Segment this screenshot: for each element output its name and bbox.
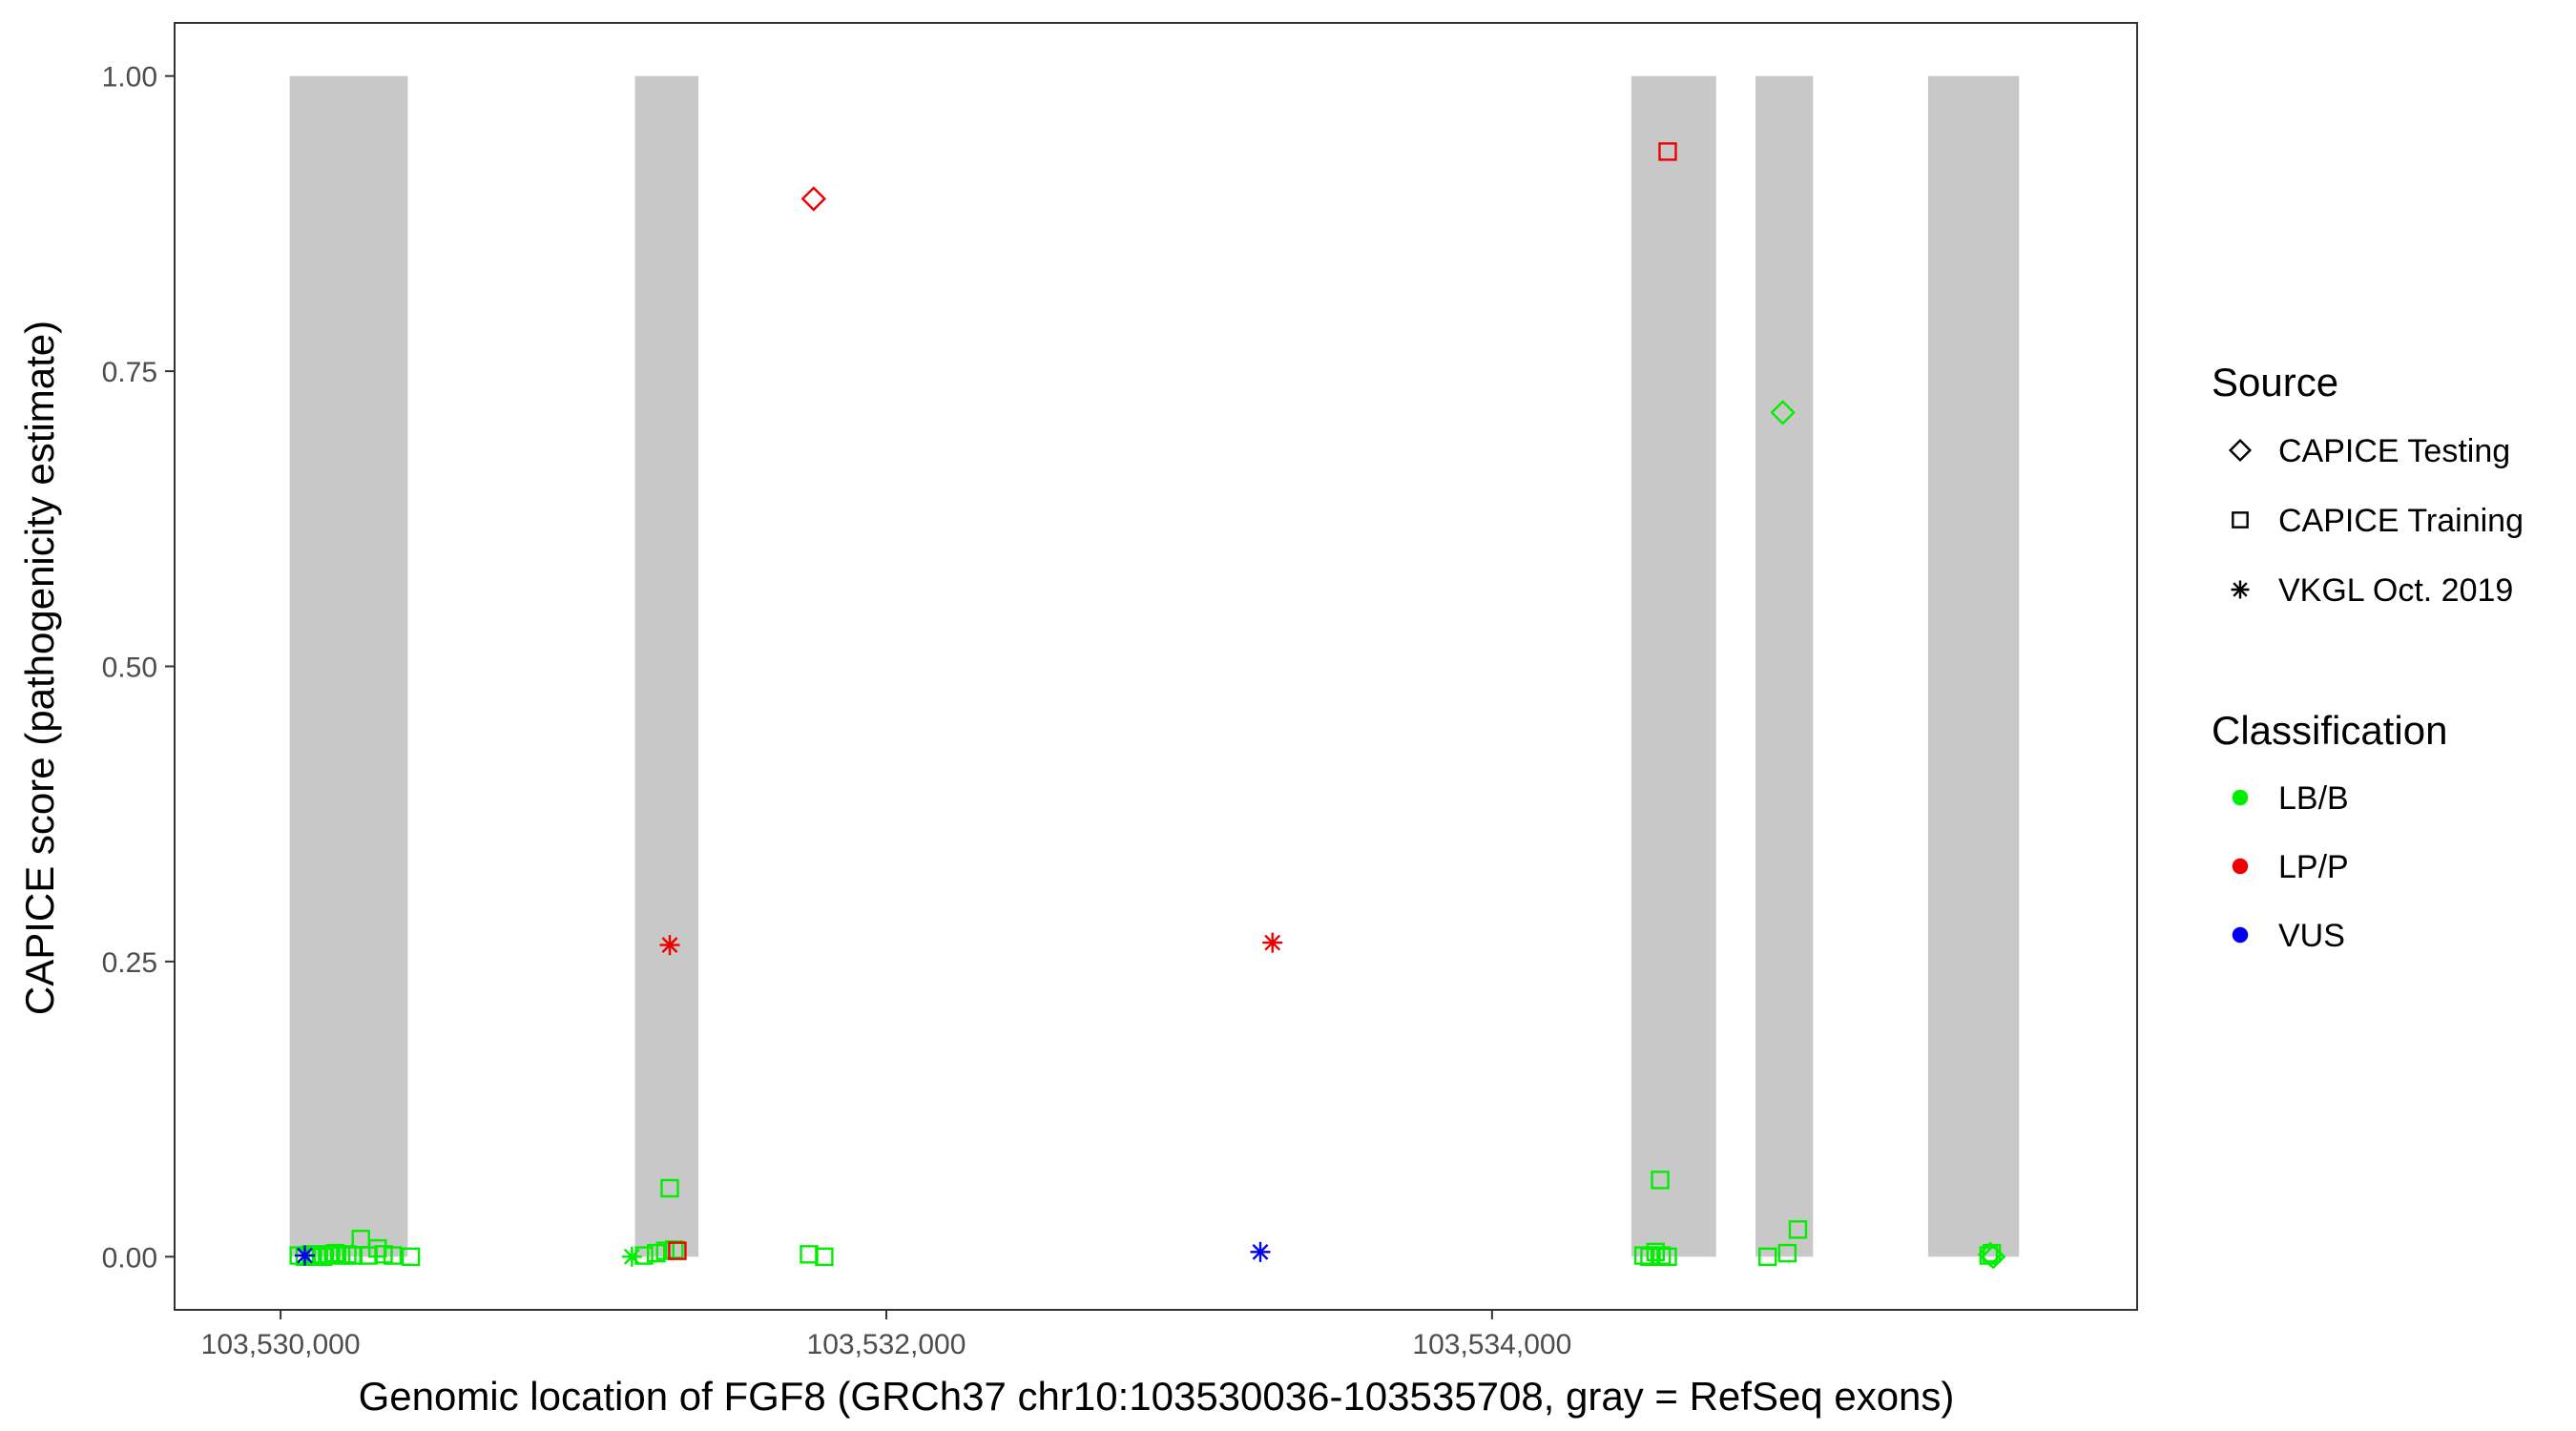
data-point-32 [1651, 1171, 1670, 1190]
legend-classification-title: Classification [2212, 708, 2447, 753]
data-point-40 [1777, 1243, 1797, 1263]
data-point-23 [668, 1241, 687, 1260]
data-point-26 [800, 186, 826, 212]
legend-source-key-3 [2231, 580, 2250, 599]
legend-source-title: Source [2212, 360, 2338, 404]
data-point-28 [815, 1247, 834, 1267]
y-tick-label-1: 0.00 [102, 1242, 157, 1274]
data-point-5 [313, 1247, 333, 1267]
data-point-15 [383, 1246, 403, 1265]
legend-class-key-2 [2232, 858, 2249, 875]
data-point-33 [1633, 1246, 1653, 1265]
y-axis: 0.00 0.25 0.50 0.75 1.00 [102, 62, 175, 1274]
data-point-25 [659, 935, 680, 956]
y-tick-label-4: 0.75 [102, 357, 157, 388]
legend-source-label-2: CAPICE Training [2278, 503, 2524, 539]
legend-class-label-2: LP/P [2278, 849, 2349, 885]
legend-source-key-1 [2228, 438, 2253, 463]
data-point-6 [320, 1245, 339, 1264]
x-tick-label-2: 103,532,000 [807, 1329, 966, 1360]
y-tick-label-5: 1.00 [102, 62, 157, 93]
legend-source-entries: CAPICE Testing CAPICE Training VKGL Oct. 2… [2228, 433, 2524, 609]
x-axis-title: Genomic location of FGF8 (GRCh37 chr10:1… [359, 1374, 1955, 1419]
exon-band-3 [1631, 75, 1716, 1257]
exon-band-2 [634, 75, 699, 1257]
data-point-17 [294, 1245, 315, 1266]
x-tick-label-3: 103,534,000 [1412, 1329, 1571, 1360]
exon-band-4 [1755, 75, 1814, 1257]
exon-band-5 [1927, 75, 2020, 1257]
data-point-45 [1981, 1244, 2006, 1270]
x-axis: 103,530,000 103,532,000 103,534,000 [201, 1310, 1571, 1360]
data-point-19 [634, 1246, 654, 1265]
legend-class-key-3 [2232, 926, 2249, 944]
y-tick-label-3: 0.50 [102, 653, 157, 684]
data-point-29 [1250, 1241, 1271, 1262]
data-point-31 [1658, 142, 1677, 161]
data-point-18 [621, 1246, 642, 1267]
data-point-9 [338, 1245, 357, 1264]
x-tick-label-1: 103,530,000 [201, 1329, 361, 1360]
legend-class-label-3: VUS [2278, 918, 2345, 954]
data-point-30 [1262, 932, 1283, 953]
legend-class-label-1: LB/B [2278, 780, 2349, 817]
legend-source-label-3: VKGL Oct. 2019 [2278, 572, 2513, 609]
data-point-41 [1788, 1220, 1808, 1239]
legend-classification-entries: LB/B LP/P VUS [2232, 780, 2349, 954]
y-axis-title: CAPICE score (pathogenicity estimate) [17, 321, 62, 1015]
data-point-24 [660, 1178, 679, 1198]
exon-bands [289, 75, 2020, 1257]
data-point-34 [1640, 1247, 1659, 1267]
data-point-7 [325, 1243, 344, 1263]
y-tick-label-2: 0.25 [102, 947, 157, 979]
exon-band-1 [289, 75, 408, 1257]
legend-class-key-1 [2232, 789, 2249, 806]
data-point-8 [331, 1246, 351, 1265]
legend-source-label-1: CAPICE Testing [2278, 433, 2510, 469]
data-point-16 [401, 1247, 421, 1267]
data-point-38 [1770, 400, 1796, 425]
data-point-36 [1652, 1246, 1672, 1265]
data-point-37 [1658, 1247, 1677, 1267]
data-points [289, 142, 2006, 1270]
data-point-39 [1758, 1247, 1777, 1267]
legend-source-key-2 [2232, 511, 2249, 529]
data-point-22 [665, 1240, 684, 1259]
data-point-35 [1646, 1242, 1665, 1262]
legend: Source CAPICE Testing CAPICE Training VKGL… [2212, 360, 2524, 954]
